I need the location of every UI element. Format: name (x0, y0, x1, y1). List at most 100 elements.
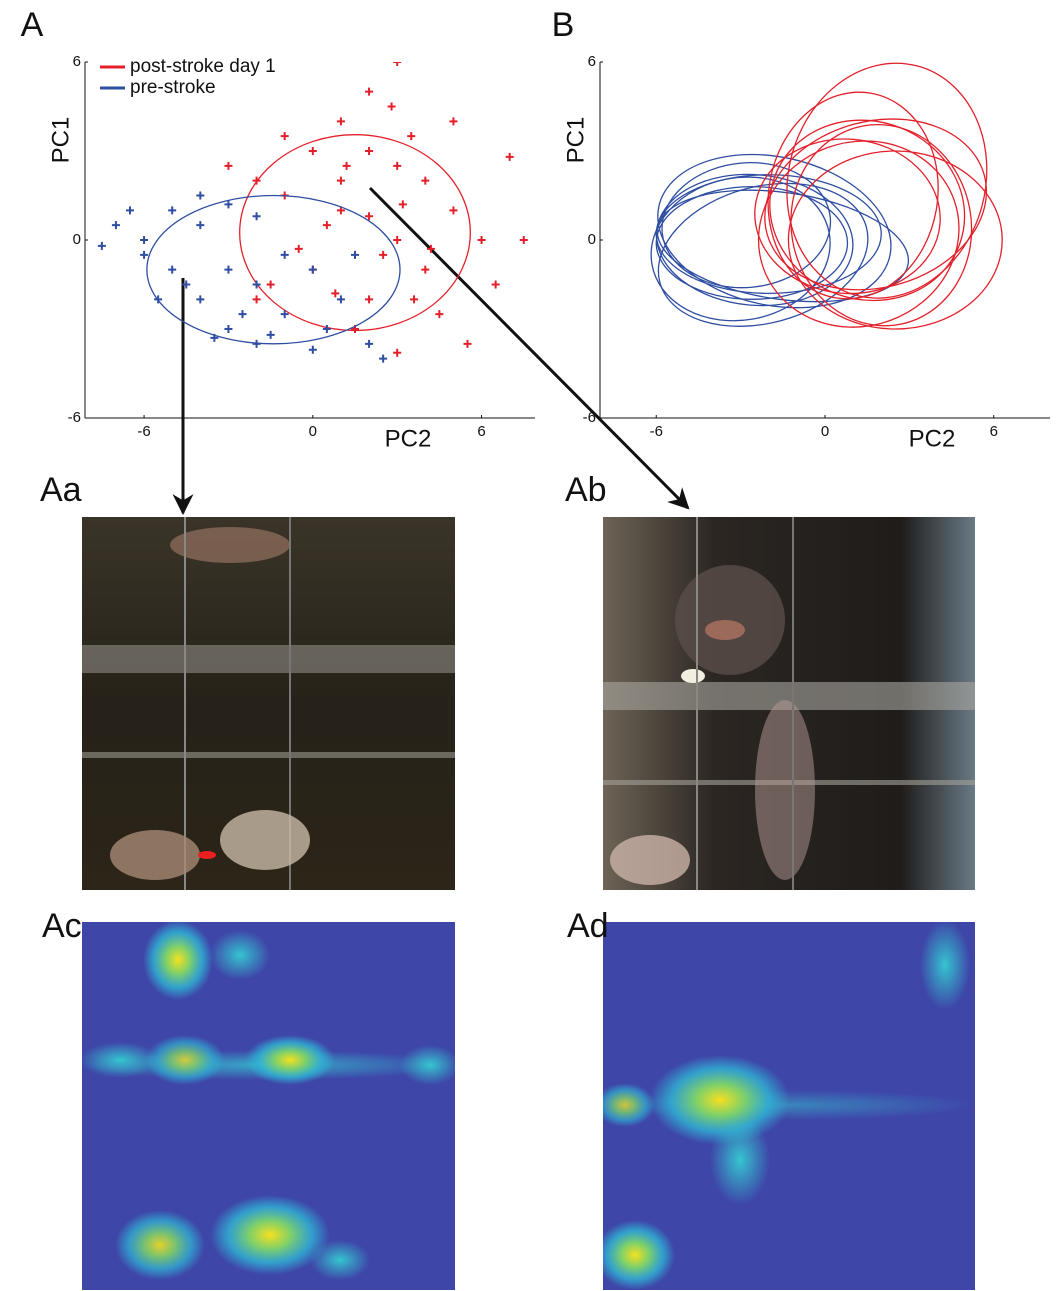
panel-label: Ad (567, 907, 609, 945)
panel-label: Aa (40, 471, 82, 509)
point (505, 152, 514, 161)
x-tick-label: -6 (137, 423, 150, 440)
point (224, 161, 233, 170)
point (365, 87, 374, 96)
point (336, 176, 345, 185)
ellipse (239, 134, 471, 332)
point (182, 280, 191, 289)
point (111, 221, 120, 230)
point (342, 161, 351, 170)
ellipse (757, 140, 960, 328)
point (477, 236, 486, 244)
panel-label: Ab (565, 471, 607, 509)
x-tick-label: 6 (477, 423, 485, 440)
legend-label: pre-stroke (130, 77, 216, 98)
point (266, 330, 275, 339)
point (365, 147, 374, 155)
x-tick-label: -6 (650, 423, 663, 440)
point (449, 206, 458, 215)
x-tick-label: 0 (309, 423, 317, 440)
heatmap-ac (82, 922, 455, 1290)
y-tick-label: -6 (68, 409, 81, 426)
point (336, 295, 345, 304)
y-tick-label: 6 (73, 53, 81, 70)
ellipse (657, 182, 869, 327)
point (426, 244, 435, 253)
y-tick-label: 6 (588, 53, 596, 70)
point (398, 200, 407, 209)
point (97, 241, 106, 250)
point (421, 176, 430, 185)
point (351, 250, 359, 259)
point (308, 345, 317, 354)
point (294, 244, 303, 253)
y-tick-label: 0 (73, 231, 81, 248)
ellipse (754, 138, 941, 295)
ellipse (655, 185, 849, 300)
y-axis-label: PC1 (562, 117, 589, 164)
point (393, 348, 402, 357)
point (379, 354, 388, 363)
point (140, 250, 149, 259)
point (238, 310, 247, 319)
ellipse (657, 153, 892, 309)
point (224, 200, 233, 209)
point (393, 62, 402, 66)
arrow (368, 186, 690, 510)
panel-label: Ac (42, 907, 82, 945)
point (331, 289, 340, 298)
point (463, 339, 472, 348)
ellipse (655, 174, 882, 295)
point (210, 333, 219, 342)
y-tick-label: -6 (583, 409, 596, 426)
point (252, 295, 261, 304)
photo-ab (603, 517, 975, 890)
point (280, 250, 289, 259)
point (280, 132, 289, 141)
point (140, 236, 149, 244)
y-axis-label: PC1 (47, 117, 74, 164)
point (308, 147, 317, 155)
point (154, 295, 163, 304)
point (365, 339, 374, 348)
point (449, 117, 458, 126)
ellipse (146, 194, 401, 345)
point (322, 221, 331, 230)
point (168, 206, 177, 215)
point (393, 236, 402, 244)
legend-label: post-stroke day 1 (130, 56, 276, 77)
point (308, 265, 317, 274)
point (322, 325, 331, 333)
x-tick-label: 0 (821, 423, 829, 440)
panel-label: A (21, 6, 44, 44)
point (407, 132, 416, 141)
plot-area (650, 62, 1003, 330)
point (387, 102, 396, 111)
x-tick-label: 6 (990, 423, 998, 440)
point (336, 206, 345, 215)
plot-area (97, 62, 528, 363)
point (252, 339, 261, 348)
point (224, 265, 233, 274)
point (365, 295, 374, 304)
x-axis-label: PC2 (385, 425, 432, 452)
point (393, 161, 402, 170)
point (365, 212, 374, 221)
point (435, 310, 444, 319)
point (196, 221, 205, 230)
ellipse (661, 162, 832, 289)
point (280, 310, 289, 319)
point (410, 295, 419, 304)
point (196, 295, 205, 304)
point (252, 176, 261, 185)
point (252, 212, 261, 221)
ellipse (786, 62, 988, 299)
ellipse (764, 118, 988, 291)
point (196, 191, 205, 200)
ellipse (790, 123, 973, 327)
photo-aa (82, 517, 455, 890)
y-tick-label: 0 (588, 231, 596, 248)
heatmap-ad (603, 922, 975, 1290)
